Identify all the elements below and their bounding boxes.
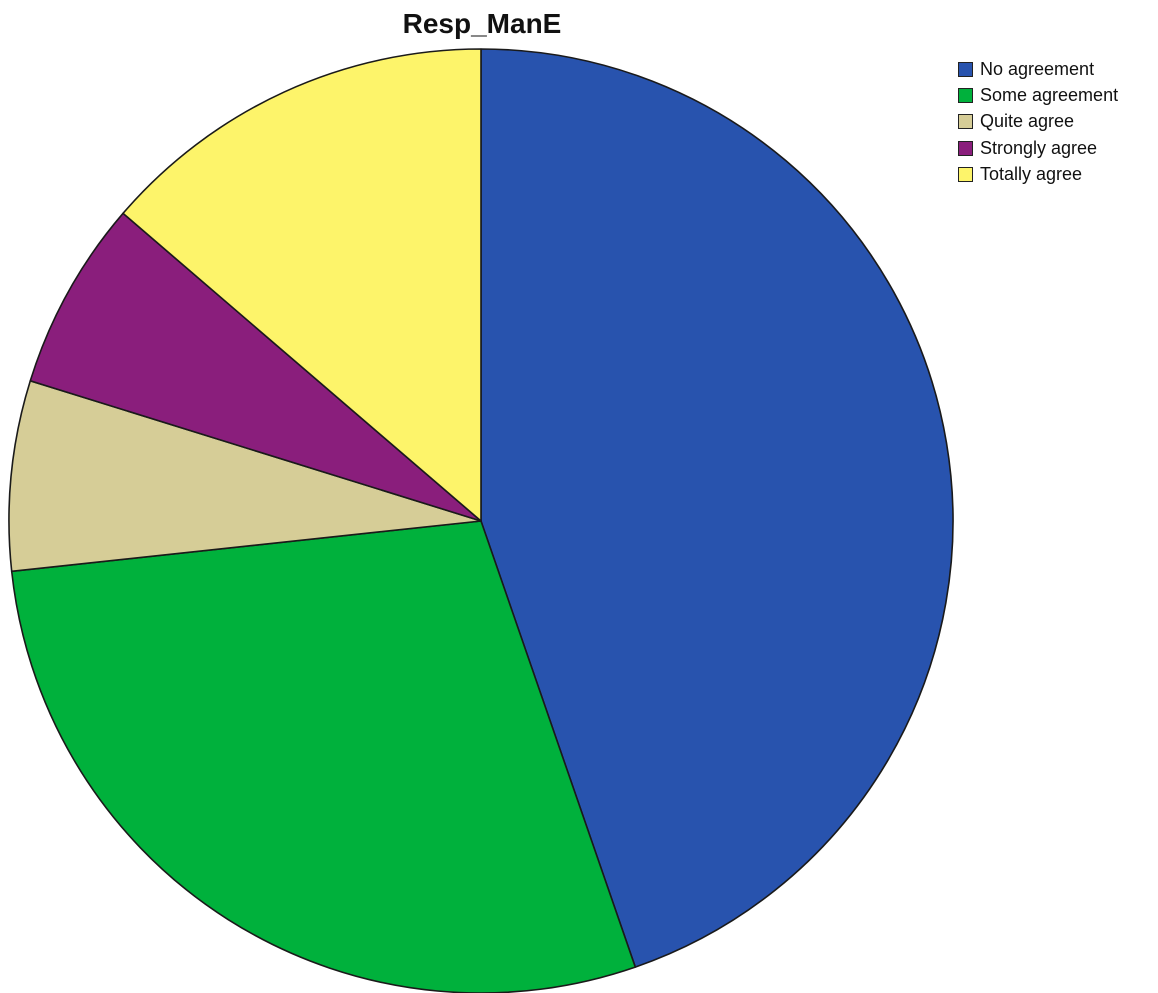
legend-label: Quite agree <box>980 111 1075 132</box>
legend-swatch <box>958 114 973 130</box>
legend-item: No agreement <box>958 56 1118 82</box>
legend-swatch <box>958 61 973 77</box>
legend-label: Strongly agree <box>980 137 1098 158</box>
legend-swatch <box>958 140 973 156</box>
legend-item: Some agreement <box>958 82 1118 108</box>
legend-label: Some agreement <box>980 84 1119 105</box>
pie-slice-strongly-agree <box>29 212 482 522</box>
legend: No agreement Some agreement Quite agree … <box>958 56 1118 187</box>
legend-label: Totally agree <box>980 163 1083 184</box>
pie-slice-some-agreement <box>10 520 637 993</box>
pie-slice-quite-agree <box>8 380 482 573</box>
legend-item: Quite agree <box>958 109 1118 135</box>
legend-item: Strongly agree <box>958 135 1118 161</box>
chart-title: Resp_ManE <box>402 8 562 39</box>
legend-item: Totally agree <box>958 161 1118 187</box>
pie-slice-no-agreement <box>480 48 954 968</box>
pie-slice-totally-agree <box>122 48 482 522</box>
legend-label: No agreement <box>980 58 1095 79</box>
legend-swatch <box>958 166 973 182</box>
legend-swatch <box>958 87 973 103</box>
